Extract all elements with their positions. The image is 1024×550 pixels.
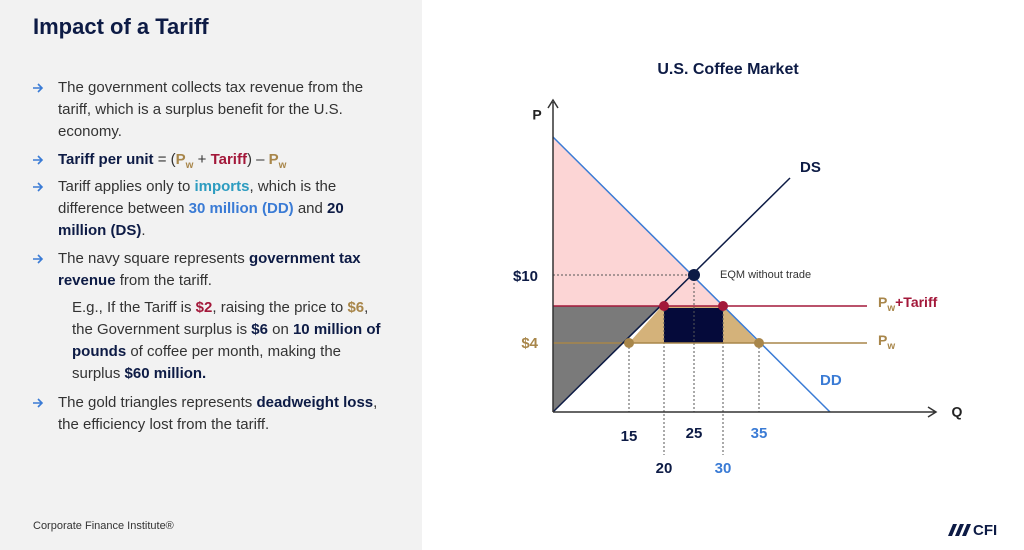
line-label: Pw+Tariff [878, 294, 938, 314]
supply-curve [552, 177, 791, 413]
text: +Tariff [895, 294, 937, 310]
point [688, 269, 700, 281]
text: on [267, 321, 293, 338]
x-axis [553, 406, 938, 418]
text: The government collects tax revenue from… [58, 79, 364, 140]
text: imports [194, 178, 250, 195]
point [718, 301, 728, 311]
text: + [193, 151, 211, 168]
bullet: Tariff per unit = (Pw + Tariff) – Pw [33, 149, 388, 177]
arrow-icon [33, 155, 44, 165]
point [754, 338, 764, 348]
text: P [878, 294, 887, 310]
text: P [878, 332, 887, 348]
text: w [886, 341, 895, 352]
point [659, 301, 669, 311]
text: P [268, 151, 279, 168]
diagram-title: U.S. Coffee Market [657, 61, 799, 78]
text: $60 million. [124, 365, 207, 382]
arrow-icon [33, 254, 44, 264]
text: ) – [246, 151, 269, 168]
text: 20 million (DS) [58, 200, 344, 239]
text: of coffee per month, making the surplus [72, 343, 342, 382]
arrow-icon [33, 182, 44, 192]
axis-label: Q [952, 404, 963, 420]
price-label: $10 [513, 268, 538, 285]
annotation: EQM without trade [720, 269, 811, 281]
text: The gold triangles represents [58, 394, 257, 411]
logo: CFI [973, 522, 997, 539]
quantity-label: 30 [715, 460, 732, 477]
price-label: $4 [521, 335, 538, 352]
text: government tax revenue [58, 250, 361, 289]
text: and [293, 200, 328, 217]
text: E.g., If the Tariff is [72, 299, 196, 316]
text: $6 [347, 299, 365, 316]
text: $2 [195, 299, 213, 316]
footer: Corporate Finance Institute® [33, 520, 174, 532]
quantity-label: 35 [751, 425, 768, 442]
text: = ( [153, 151, 176, 168]
text: , the Government surplus is [72, 299, 369, 338]
text: 30 million (DD) [188, 200, 294, 217]
text: . [141, 222, 146, 239]
text: w [886, 303, 895, 314]
text: from the tariff. [115, 272, 212, 289]
bullet: The navy square represents government ta… [33, 248, 388, 292]
text: , the efficiency lost from the tariff. [58, 394, 378, 433]
title: Impact of a Tariff [33, 14, 209, 39]
curve-label: DS [800, 159, 821, 176]
bullet: Tariff applies only to imports, which is… [33, 176, 388, 242]
quantity-label: 15 [621, 428, 638, 445]
bullet: The government collects tax revenue from… [33, 77, 388, 143]
curve-label: DD [820, 372, 842, 389]
quantity-label: 25 [686, 425, 703, 442]
text: w [185, 160, 194, 171]
text: Tariff per unit [58, 151, 154, 168]
bullet: The gold triangles represents deadweight… [33, 392, 388, 436]
quantity-label: 20 [656, 460, 673, 477]
text: Tariff [210, 151, 247, 168]
text: $6 [251, 321, 268, 338]
text: w [278, 160, 287, 171]
text: Tariff applies only to [58, 178, 195, 195]
arrow-icon [33, 83, 44, 93]
text: 10 million of pounds [72, 321, 381, 360]
logo-mark [948, 524, 971, 536]
text: The navy square represents [58, 250, 249, 267]
tax-revenue [664, 308, 723, 343]
axis-label: P [532, 107, 541, 123]
arrow-icon [33, 398, 44, 408]
text: , which is the difference between [58, 178, 337, 217]
text: P [175, 151, 186, 168]
point [624, 338, 634, 348]
line-label: Pw [878, 332, 895, 352]
left-panel: Impact of a Tariff The government collec… [0, 0, 422, 550]
y-axis [547, 98, 559, 412]
text: , raising the price to [212, 299, 348, 316]
example: E.g., If the Tariff is $2, raising the p… [72, 297, 392, 385]
text: deadweight loss [256, 394, 374, 411]
